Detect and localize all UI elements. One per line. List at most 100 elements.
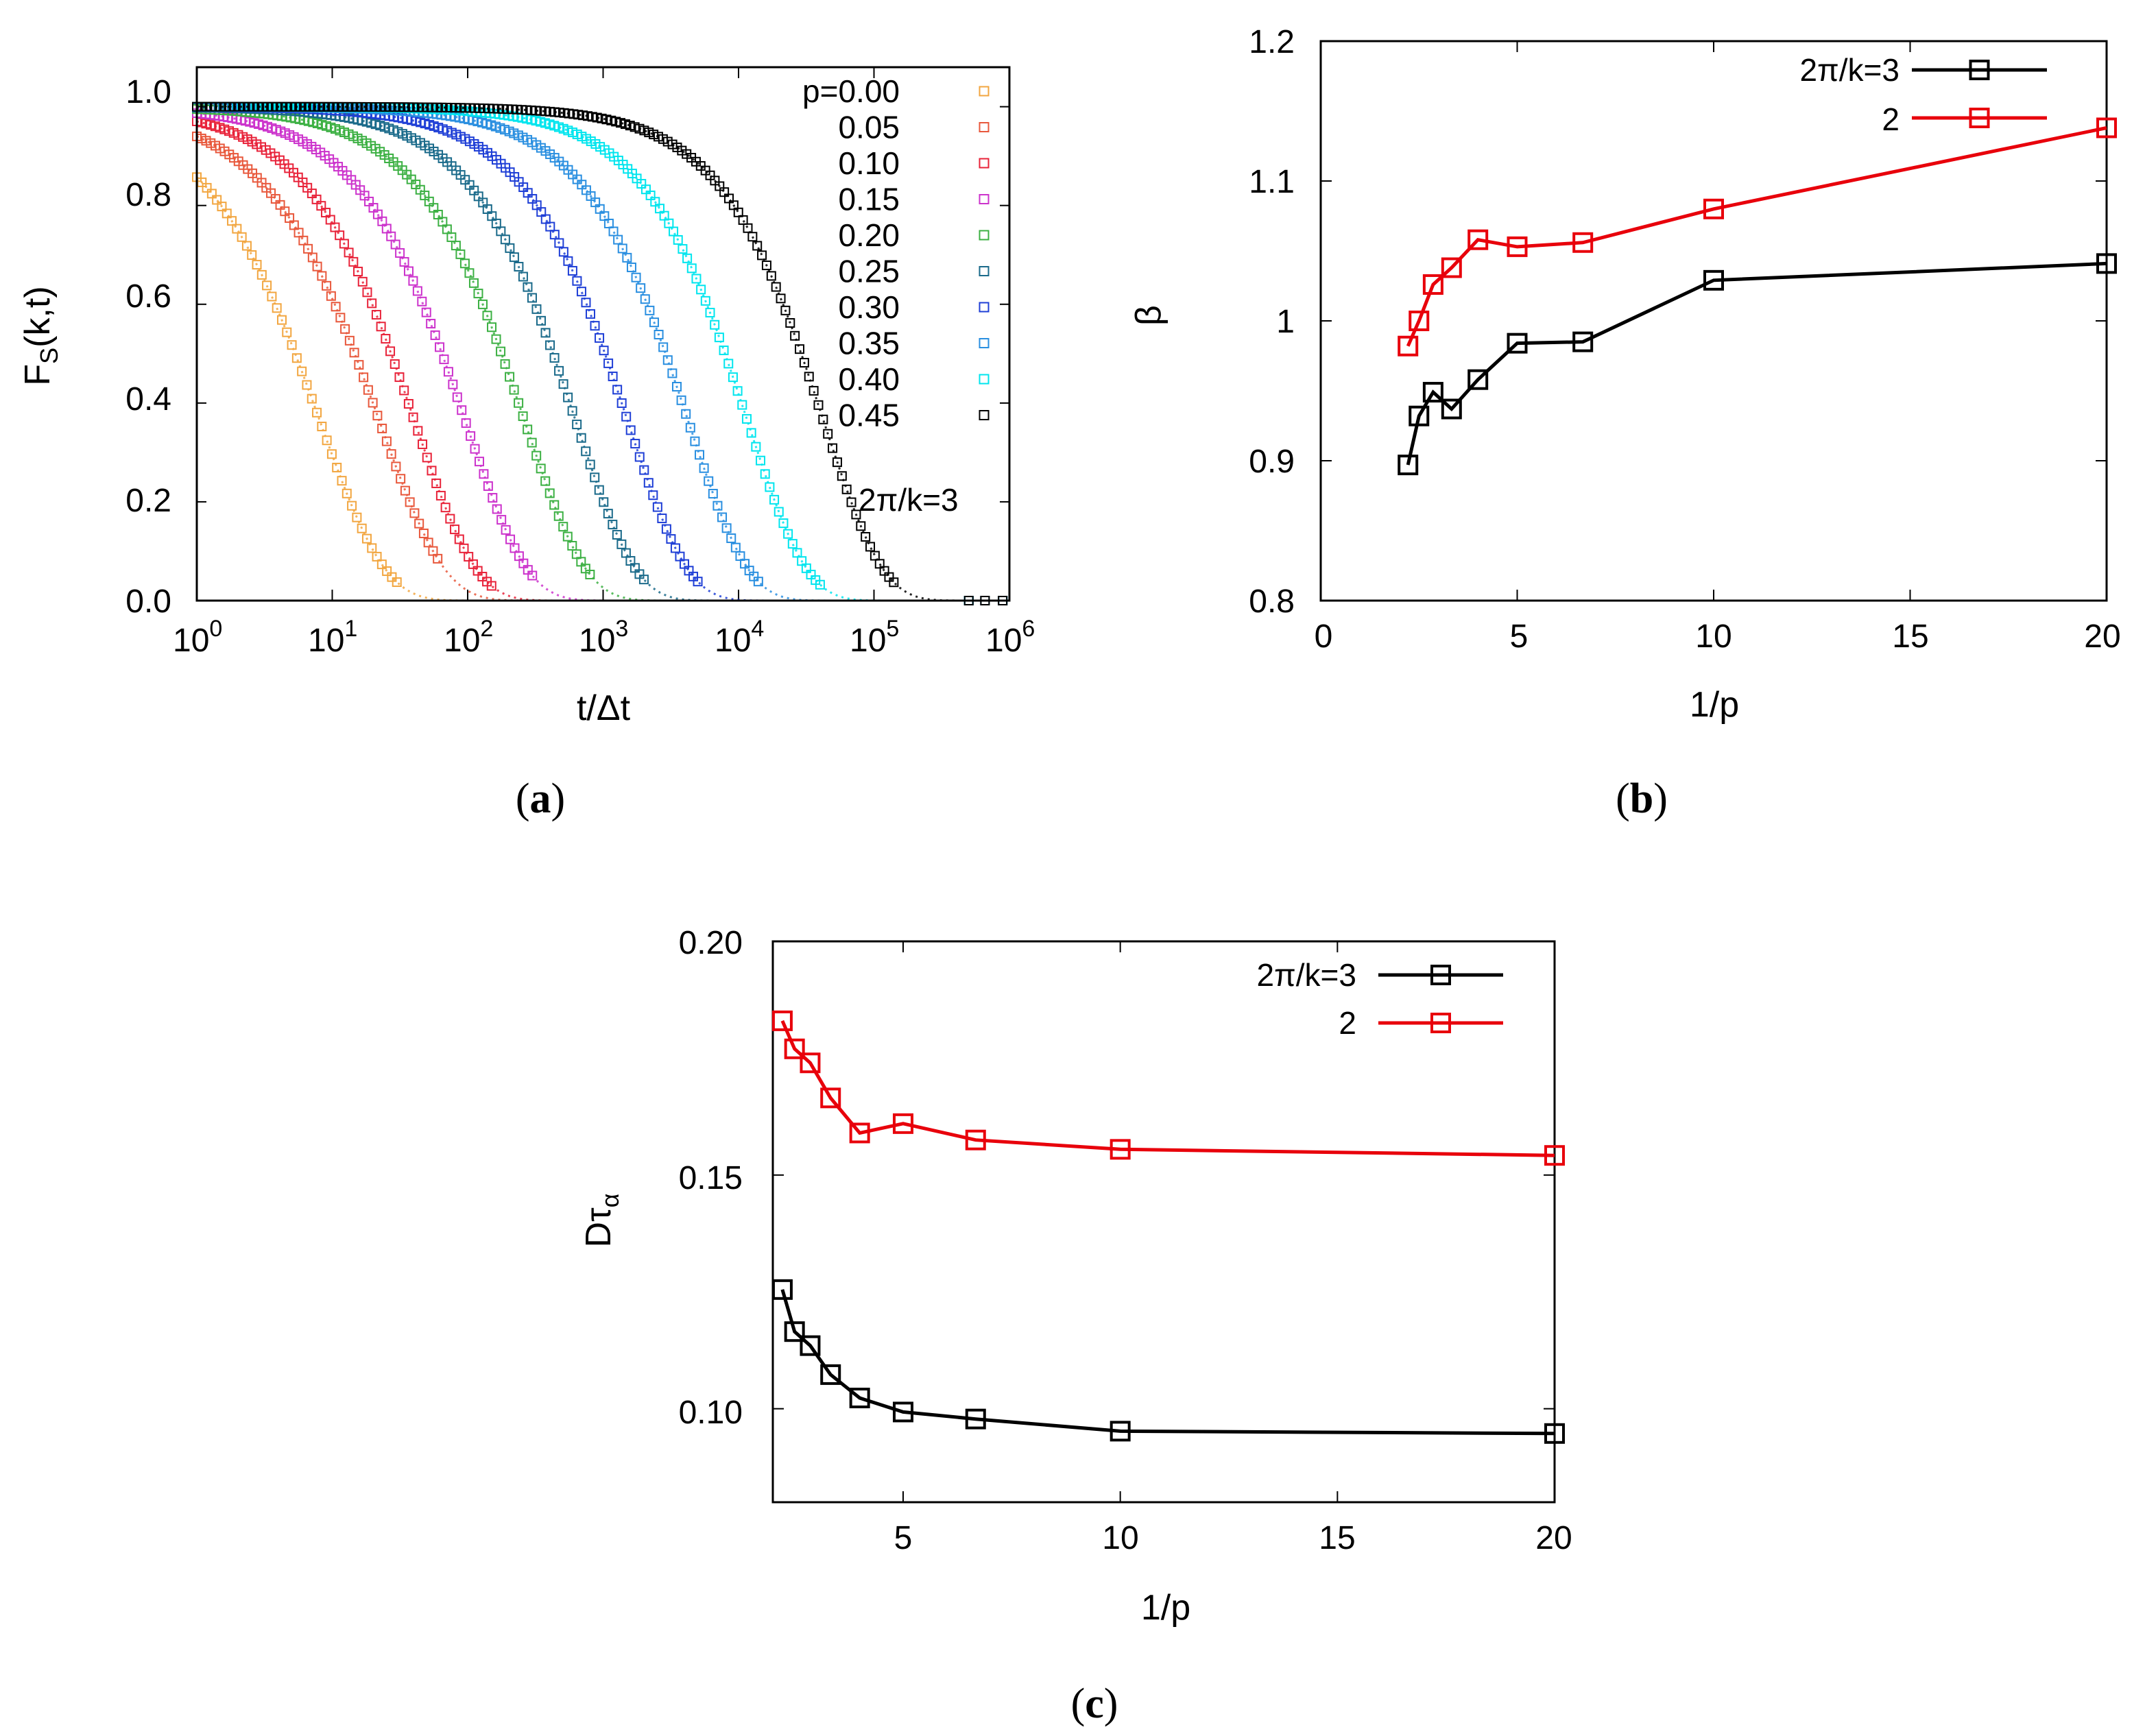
series-8-point <box>723 359 734 369</box>
panel-a-caption: (a) <box>516 775 565 822</box>
series-1-point <box>322 280 332 291</box>
panel-b-legend-label: 2 <box>1882 101 1900 137</box>
series-6-point <box>549 230 560 240</box>
series-5-point <box>612 530 622 540</box>
series-0-point <box>341 488 352 498</box>
series-8-point <box>765 482 775 492</box>
series-0-point <box>849 1387 870 1408</box>
panel-b-x-tick: 0 <box>1315 618 1333 655</box>
series-1-point <box>381 436 392 446</box>
series-9-point <box>790 330 800 341</box>
series-6-point <box>603 358 614 368</box>
series-7-point <box>690 436 700 446</box>
series-8-point <box>669 226 679 237</box>
series-1-point <box>965 1129 986 1150</box>
series-0-point <box>202 182 212 193</box>
series-3-point <box>457 405 467 415</box>
series-7-point <box>640 294 650 304</box>
panel-a-legend-marker <box>979 230 990 241</box>
series-9-point <box>747 232 758 242</box>
panel-c-y-tick: 0.20 <box>679 925 743 961</box>
panel-a-legend-marker <box>979 302 990 313</box>
series-0-point <box>784 1321 805 1342</box>
series-0-point <box>291 353 302 363</box>
series-8-point <box>792 548 802 558</box>
series-5-point <box>527 293 537 303</box>
series-0-point <box>252 260 262 270</box>
series-1-point <box>331 302 341 312</box>
series-1-point <box>800 1052 821 1074</box>
series-4-point <box>505 372 515 382</box>
series-6-point <box>643 478 654 488</box>
series-6-point <box>630 439 640 449</box>
series-9-point <box>861 531 871 542</box>
series-1-legend-marker <box>1969 108 1990 128</box>
series-4-point <box>562 531 573 542</box>
panel-a-legend-label: p=0.00 <box>802 73 900 109</box>
series-6-point <box>693 577 703 587</box>
panel-a-y-tick: 1.0 <box>125 74 171 110</box>
series-5-point <box>518 272 528 282</box>
series-0-point <box>326 449 337 459</box>
series-4-point <box>544 488 555 498</box>
series-0-point <box>820 1364 841 1385</box>
series-6-point <box>572 276 582 286</box>
series-2-point <box>450 525 460 535</box>
series-2-point <box>486 581 496 591</box>
series-1-point <box>409 508 420 518</box>
series-3-point <box>492 504 502 514</box>
series-9-point <box>804 372 814 382</box>
series-4-point <box>464 268 475 278</box>
series-8-point <box>710 320 720 330</box>
series-3-point <box>412 286 422 296</box>
series-9-point <box>870 551 880 561</box>
series-1-point <box>1572 232 1594 253</box>
series-4-point <box>536 463 546 474</box>
series-2-point <box>367 298 377 309</box>
series-7-point <box>699 463 709 473</box>
series-3-point <box>479 469 489 479</box>
series-1-point <box>1110 1139 1131 1160</box>
series-7-point <box>649 317 659 328</box>
series-4-point <box>518 411 528 422</box>
panel-c-x-ticks: 5 10 15 20 <box>894 1520 1572 1556</box>
series-3-point <box>390 239 400 250</box>
series-7-point <box>662 355 673 365</box>
series-1-point <box>396 474 406 484</box>
series-0-point <box>227 216 237 226</box>
panel-a-legend-label: 0.10 <box>838 145 900 181</box>
series-0-point <box>247 250 257 260</box>
series-1-point <box>368 398 378 408</box>
series-6-point <box>586 309 596 319</box>
series-0-point <box>771 1279 793 1300</box>
series-9-point <box>799 358 809 368</box>
series-0-point <box>276 315 287 325</box>
series-7-point <box>626 262 636 272</box>
panel-a-legend-label: 0.40 <box>838 361 900 397</box>
series-5-point <box>638 575 649 585</box>
panel-c-x-tick: 5 <box>894 1520 913 1556</box>
series-1-point <box>433 553 443 564</box>
series-9-point <box>808 385 819 396</box>
series-1-point <box>391 461 401 472</box>
series-1-point <box>784 1038 805 1059</box>
series-0-point <box>392 577 402 588</box>
series-6-point <box>648 490 658 501</box>
series-3-point <box>408 276 418 286</box>
series-4-point <box>473 289 483 299</box>
series-8-point <box>751 442 761 452</box>
series-0-point <box>317 422 327 432</box>
series-7-point <box>671 381 682 391</box>
series-8-point <box>691 274 702 284</box>
series-4-point <box>477 299 488 309</box>
panel-b-y-tick: 1.2 <box>1249 24 1295 60</box>
series-0-point <box>302 380 312 390</box>
series-7-point <box>708 489 718 499</box>
series-0-point <box>1572 331 1594 352</box>
series-3-point <box>470 444 480 454</box>
series-0-point <box>387 572 397 582</box>
series-5-point <box>603 509 613 519</box>
series-0-line <box>780 1289 1555 1436</box>
series-5-point <box>531 304 542 314</box>
